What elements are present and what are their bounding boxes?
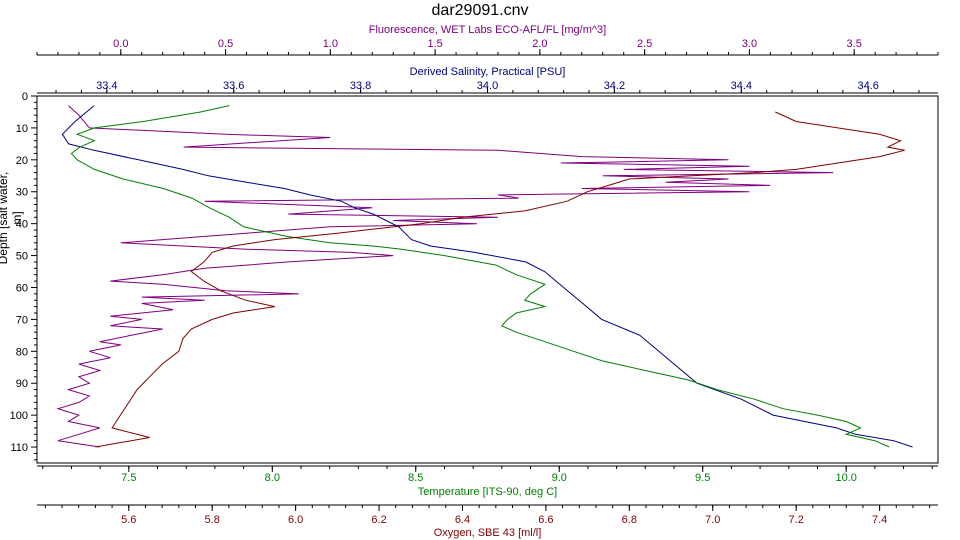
salinity-tick-label: 33.6 — [223, 80, 244, 92]
oxygen-tick-label: 5.8 — [205, 514, 220, 526]
fluorescence-tick-label: 1.5 — [427, 38, 442, 50]
salinity-tick-label: 34.0 — [477, 80, 498, 92]
temperature-tick-label: 9.0 — [552, 472, 567, 484]
depth-tick-label: 10 — [16, 123, 28, 135]
oxygen-series-line — [95, 111, 905, 448]
salinity-axis-title: Derived Salinity, Practical [PSU] — [410, 66, 566, 78]
oxygen-tick-label: 7.0 — [705, 514, 720, 526]
salinity-tick-label: 33.4 — [96, 80, 117, 92]
chart-title: dar29091.cnv — [431, 2, 529, 19]
oxygen-tick-label: 7.2 — [789, 514, 804, 526]
depth-tick-label: 50 — [16, 251, 28, 263]
salinity-tick-label: 34.6 — [857, 80, 878, 92]
oxygen-tick-label: 7.4 — [872, 514, 887, 526]
temperature-tick-label: 10.0 — [835, 472, 856, 484]
fluorescence-tick-label: 1.0 — [323, 38, 338, 50]
fluorescence-axis-title: Fluorescence, WET Labs ECO-AFL/FL [mg/m^… — [369, 24, 606, 36]
salinity-series-line — [61, 105, 913, 448]
depth-tick-label: 70 — [16, 314, 28, 326]
temperature-tick-label: 8.5 — [408, 472, 423, 484]
temperature-axis-title: Temperature [ITS-90, deg C] — [418, 486, 557, 498]
depth-tick-label: 60 — [16, 282, 28, 294]
temperature-tick-label: 9.5 — [695, 472, 710, 484]
depth-tick-label: 100 — [10, 410, 28, 422]
plot-area — [36, 95, 939, 464]
temperature-series-line — [70, 105, 890, 448]
oxygen-tick-label: 6.6 — [538, 514, 553, 526]
temperature-tick-label: 8.0 — [265, 472, 280, 484]
fluorescence-tick-label: 2.5 — [637, 38, 652, 50]
oxygen-tick-label: 6.2 — [371, 514, 386, 526]
oxygen-tick-label: 6.0 — [288, 514, 303, 526]
depth-tick-label: 30 — [16, 187, 28, 199]
fluorescence-tick-label: 0.0 — [113, 38, 128, 50]
depth-tick-label: 0 — [22, 91, 28, 103]
salinity-tick-label: 34.4 — [731, 80, 752, 92]
salinity-tick-label: 34.2 — [604, 80, 625, 92]
depth-tick-label: 110 — [10, 442, 28, 454]
fluorescence-tick-label: 3.5 — [847, 38, 862, 50]
oxygen-tick-label: 6.8 — [622, 514, 637, 526]
fluorescence-tick-label: 0.5 — [218, 38, 233, 50]
depth-tick-label: 40 — [16, 219, 28, 231]
fluorescence-tick-label: 2.0 — [532, 38, 547, 50]
oxygen-tick-label: 5.6 — [121, 514, 136, 526]
temperature-tick-label: 7.5 — [121, 472, 136, 484]
depth-tick-label: 80 — [16, 346, 28, 358]
salinity-tick-label: 33.8 — [350, 80, 371, 92]
oxygen-axis-title: Oxygen, SBE 43 [ml/l] — [434, 527, 542, 539]
depth-tick-label: 20 — [16, 155, 28, 167]
fluorescence-series-line — [56, 105, 834, 448]
fluorescence-tick-label: 3.0 — [742, 38, 757, 50]
depth-tick-label: 90 — [16, 378, 28, 390]
oxygen-tick-label: 6.4 — [455, 514, 470, 526]
